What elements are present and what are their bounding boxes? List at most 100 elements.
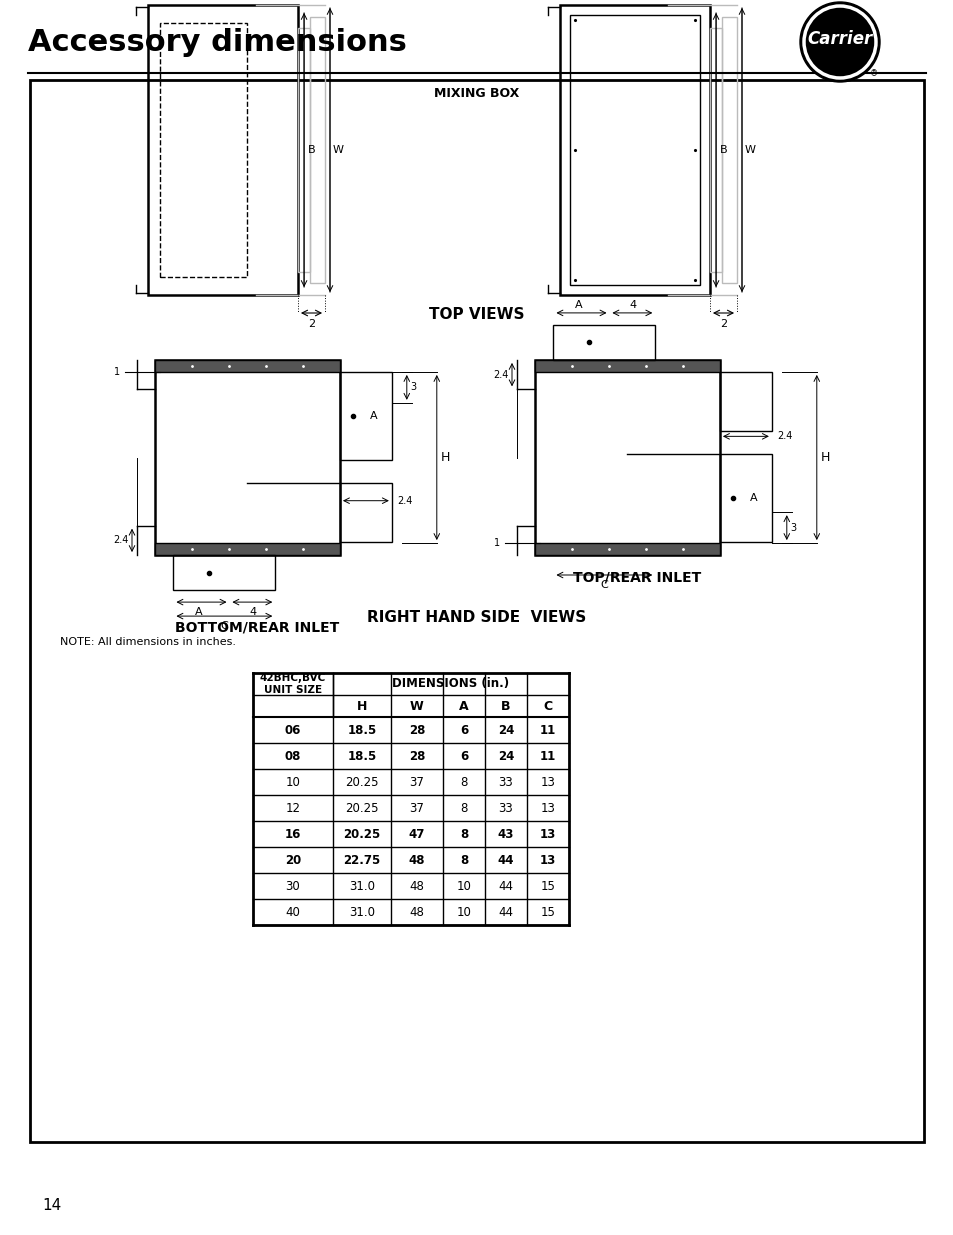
Text: 24: 24 xyxy=(497,750,514,762)
Bar xyxy=(553,325,655,359)
Bar xyxy=(173,555,275,590)
Text: C: C xyxy=(543,699,552,713)
Text: 20.25: 20.25 xyxy=(343,827,380,841)
Bar xyxy=(339,483,392,542)
Text: 16: 16 xyxy=(285,827,301,841)
Text: 11: 11 xyxy=(539,724,556,736)
Bar xyxy=(339,372,392,459)
Text: Carrier: Carrier xyxy=(806,30,872,48)
Text: 37: 37 xyxy=(409,802,424,815)
Bar xyxy=(154,359,339,372)
Text: 47: 47 xyxy=(409,827,425,841)
Text: 48: 48 xyxy=(408,853,425,867)
Text: A: A xyxy=(195,608,203,618)
Text: 10: 10 xyxy=(456,905,471,919)
Bar xyxy=(535,359,720,372)
Text: 06: 06 xyxy=(285,724,301,736)
Bar xyxy=(297,28,310,272)
Text: 43: 43 xyxy=(497,827,514,841)
Text: 4: 4 xyxy=(249,608,256,618)
Text: 13: 13 xyxy=(539,853,556,867)
Text: BOTTOM/REAR INLET: BOTTOM/REAR INLET xyxy=(175,620,339,634)
Text: 22.75: 22.75 xyxy=(343,853,380,867)
Text: 2.4: 2.4 xyxy=(113,536,129,546)
Text: 48: 48 xyxy=(409,905,424,919)
Text: 4: 4 xyxy=(629,300,636,310)
Text: 11: 11 xyxy=(539,750,556,762)
Bar xyxy=(310,16,325,283)
Text: 12: 12 xyxy=(285,802,300,815)
Bar xyxy=(535,359,720,555)
Text: 20.25: 20.25 xyxy=(345,802,378,815)
Text: W: W xyxy=(333,144,344,156)
Text: C: C xyxy=(220,621,228,631)
Text: 8: 8 xyxy=(459,853,468,867)
Text: B: B xyxy=(720,144,727,156)
Text: NOTE: All dimensions in inches.: NOTE: All dimensions in inches. xyxy=(60,637,235,647)
Bar xyxy=(720,372,771,431)
Text: 6: 6 xyxy=(459,724,468,736)
Text: B: B xyxy=(308,144,315,156)
Text: DIMENSIONS (in.): DIMENSIONS (in.) xyxy=(392,677,509,689)
Text: RIGHT HAND SIDE  VIEWS: RIGHT HAND SIDE VIEWS xyxy=(367,610,586,625)
Text: 2.4: 2.4 xyxy=(493,369,509,379)
Text: 8: 8 xyxy=(460,776,467,788)
Text: 13: 13 xyxy=(540,802,555,815)
Text: MIXING BOX: MIXING BOX xyxy=(434,86,519,100)
Text: 28: 28 xyxy=(409,750,425,762)
Text: 2: 2 xyxy=(720,319,726,329)
Text: 20.25: 20.25 xyxy=(345,776,378,788)
Bar xyxy=(720,454,771,542)
Text: 3: 3 xyxy=(411,383,416,393)
Text: H: H xyxy=(440,451,450,464)
Text: ®: ® xyxy=(869,69,877,79)
Text: 10: 10 xyxy=(456,879,471,893)
Text: 31.0: 31.0 xyxy=(349,879,375,893)
Text: TOP VIEWS: TOP VIEWS xyxy=(429,308,524,322)
Text: 1: 1 xyxy=(494,538,499,548)
Text: 44: 44 xyxy=(498,905,513,919)
Text: 15: 15 xyxy=(540,905,555,919)
Text: 33: 33 xyxy=(498,776,513,788)
Text: B: B xyxy=(500,699,510,713)
Text: 13: 13 xyxy=(540,776,555,788)
Text: A: A xyxy=(370,411,377,421)
Text: 08: 08 xyxy=(285,750,301,762)
Text: C: C xyxy=(599,580,608,590)
Text: H: H xyxy=(820,451,829,464)
Text: 2: 2 xyxy=(308,319,314,329)
Text: 2.4: 2.4 xyxy=(776,431,791,441)
Text: 6: 6 xyxy=(459,750,468,762)
Text: 10: 10 xyxy=(285,776,300,788)
Text: 8: 8 xyxy=(460,802,467,815)
Bar xyxy=(160,23,247,277)
Text: TOP/REAR INLET: TOP/REAR INLET xyxy=(573,571,700,584)
Text: 18.5: 18.5 xyxy=(347,724,376,736)
Text: 44: 44 xyxy=(497,853,514,867)
Text: A: A xyxy=(575,300,582,310)
Text: 8: 8 xyxy=(459,827,468,841)
Text: 13: 13 xyxy=(539,827,556,841)
Text: 3: 3 xyxy=(790,522,796,532)
Text: 42BHC,BVC
UNIT SIZE: 42BHC,BVC UNIT SIZE xyxy=(259,673,326,695)
Bar xyxy=(709,28,721,272)
Bar xyxy=(154,359,339,555)
Bar xyxy=(30,80,923,1142)
Bar xyxy=(535,543,720,555)
Text: H: H xyxy=(356,699,367,713)
Text: A: A xyxy=(458,699,468,713)
Text: 20: 20 xyxy=(285,853,301,867)
Circle shape xyxy=(800,2,879,82)
Text: 18.5: 18.5 xyxy=(347,750,376,762)
Text: W: W xyxy=(744,144,755,156)
Bar xyxy=(559,5,709,295)
Text: Accessory dimensions: Accessory dimensions xyxy=(28,28,406,57)
Text: 15: 15 xyxy=(540,879,555,893)
Text: 31.0: 31.0 xyxy=(349,905,375,919)
Text: 2.4: 2.4 xyxy=(396,495,412,505)
Text: 30: 30 xyxy=(285,879,300,893)
Bar xyxy=(569,15,700,285)
Text: 24: 24 xyxy=(497,724,514,736)
Text: 48: 48 xyxy=(409,879,424,893)
Bar xyxy=(148,5,297,295)
